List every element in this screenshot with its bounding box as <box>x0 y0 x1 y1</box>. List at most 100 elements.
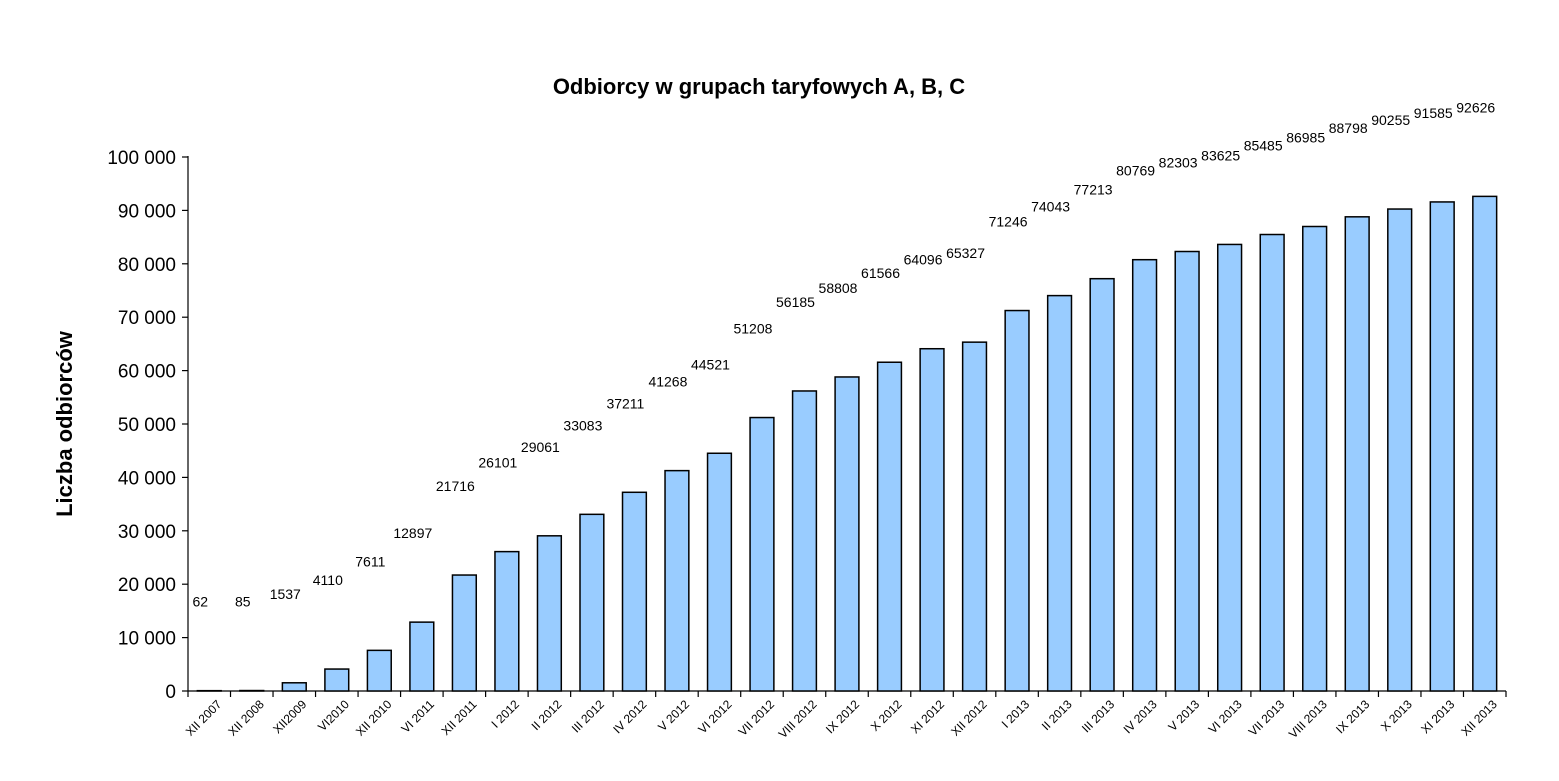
y-tick-label: 40 000 <box>118 468 176 489</box>
bar <box>961 341 988 692</box>
y-axis-label: Liczba odbiorców <box>52 330 77 517</box>
data-label: 77213 <box>1074 182 1113 198</box>
bar <box>876 361 903 692</box>
data-label: 71246 <box>989 214 1028 230</box>
bar <box>1387 208 1413 692</box>
data-label: 74043 <box>1031 199 1070 215</box>
x-tick-label: X 2012 <box>868 697 905 734</box>
bar <box>749 416 775 692</box>
data-label: 85485 <box>1244 138 1283 154</box>
plot-area: 0 10 000 20 000 30 000 40 000 50 000 60 000 70 … <box>107 99 1507 741</box>
data-label: 82303 <box>1159 155 1198 171</box>
x-tick-label: VIII 2013 <box>1286 697 1330 741</box>
data-label: 51208 <box>733 321 772 337</box>
y-tick-label: 100 000 <box>107 148 176 169</box>
y-tick-label: 70 000 <box>118 308 176 329</box>
bar <box>451 574 478 692</box>
x-tick-label: V 2012 <box>655 697 692 734</box>
data-label: 44521 <box>691 356 730 372</box>
y-tick-label: 50 000 <box>118 415 176 436</box>
y-tick-label: 90 000 <box>118 201 176 222</box>
x-tick-label: VIII 2012 <box>776 697 820 741</box>
data-label: 12897 <box>393 525 432 541</box>
x-tick-label: X 2013 <box>1378 697 1415 734</box>
x-tick-label: III 2012 <box>569 697 607 735</box>
data-label: 83625 <box>1201 147 1240 163</box>
bar <box>834 376 860 692</box>
data-label: 80769 <box>1116 163 1155 179</box>
x-tick-label: IV 2013 <box>1121 697 1160 736</box>
bar <box>1089 277 1115 692</box>
data-label: 56185 <box>776 294 815 310</box>
bar <box>1429 201 1455 692</box>
bar <box>1216 243 1243 692</box>
data-label: 88798 <box>1329 120 1368 136</box>
bar <box>1046 294 1073 692</box>
x-tick-label: XII 2013 <box>1458 697 1500 739</box>
data-label: 7611 <box>355 553 385 569</box>
x-tick-label: I 2012 <box>488 697 522 731</box>
bar <box>1131 258 1158 692</box>
x-tick-label: XII 2011 <box>439 697 480 738</box>
x-tick-label: II 2013 <box>1039 697 1075 733</box>
x-tick-label: XII2009 <box>270 697 309 736</box>
bar <box>706 452 733 692</box>
data-label: 92626 <box>1456 99 1495 115</box>
bar <box>324 668 350 692</box>
y-tick-label: 20 000 <box>118 575 176 596</box>
data-label: 90255 <box>1371 112 1410 128</box>
data-label: 58808 <box>819 280 858 296</box>
x-tick-label: III 2013 <box>1079 697 1117 735</box>
data-label: 1537 <box>270 586 301 602</box>
x-tick-label: VI 2011 <box>398 697 437 736</box>
chart-title: Odbiorcy w grupach taryfowych A, B, C <box>553 74 965 99</box>
bar <box>1174 250 1200 692</box>
bar <box>919 347 945 692</box>
y-tick-label: 80 000 <box>118 255 176 276</box>
data-label: 65327 <box>946 245 985 261</box>
x-tick-label: XII 2012 <box>948 697 990 739</box>
bar <box>409 621 435 692</box>
data-label: 26101 <box>478 455 517 471</box>
data-label: 64096 <box>904 252 943 268</box>
bar <box>791 390 818 692</box>
bar <box>536 535 563 692</box>
data-label: 41268 <box>648 374 687 390</box>
data-label: 61566 <box>861 265 900 281</box>
x-tick-label: V 2013 <box>1165 697 1202 734</box>
data-label: 4110 <box>313 572 343 588</box>
data-label: 33083 <box>563 417 602 433</box>
bar <box>281 682 307 692</box>
bar <box>1259 233 1285 692</box>
bar <box>1302 225 1328 692</box>
bar <box>366 649 392 692</box>
y-tick-label: 0 <box>165 682 176 703</box>
bar <box>1344 216 1370 692</box>
x-tick-label: IX 2013 <box>1333 697 1372 736</box>
data-label: 91585 <box>1414 105 1453 121</box>
bar <box>1004 309 1030 692</box>
x-tick-label: VI2010 <box>315 697 352 734</box>
data-label: 21716 <box>436 478 475 494</box>
y-tick-label: 60 000 <box>118 362 176 383</box>
x-tick-label: VII 2012 <box>736 697 778 739</box>
bar <box>664 469 690 692</box>
x-tick-label: XI 2012 <box>908 697 947 736</box>
bar <box>621 491 648 692</box>
y-tick-label: 30 000 <box>118 522 176 543</box>
data-label: 37211 <box>606 395 644 411</box>
x-tick-label: IX 2012 <box>823 697 862 736</box>
x-tick-label: VI 2012 <box>695 697 734 736</box>
bar <box>494 550 520 692</box>
x-tick-label: II 2012 <box>529 697 565 733</box>
x-tick-label: XII 2008 <box>225 697 267 739</box>
bar <box>1472 195 1498 692</box>
x-tick-label: VII 2013 <box>1246 697 1288 739</box>
data-label: 29061 <box>521 439 560 455</box>
x-tick-label: I 2013 <box>999 697 1033 731</box>
x-tick-label: XII 2010 <box>353 697 395 739</box>
bar <box>579 513 605 692</box>
x-tick-label: VI 2013 <box>1206 697 1245 736</box>
x-tick-label: IV 2012 <box>610 697 649 736</box>
